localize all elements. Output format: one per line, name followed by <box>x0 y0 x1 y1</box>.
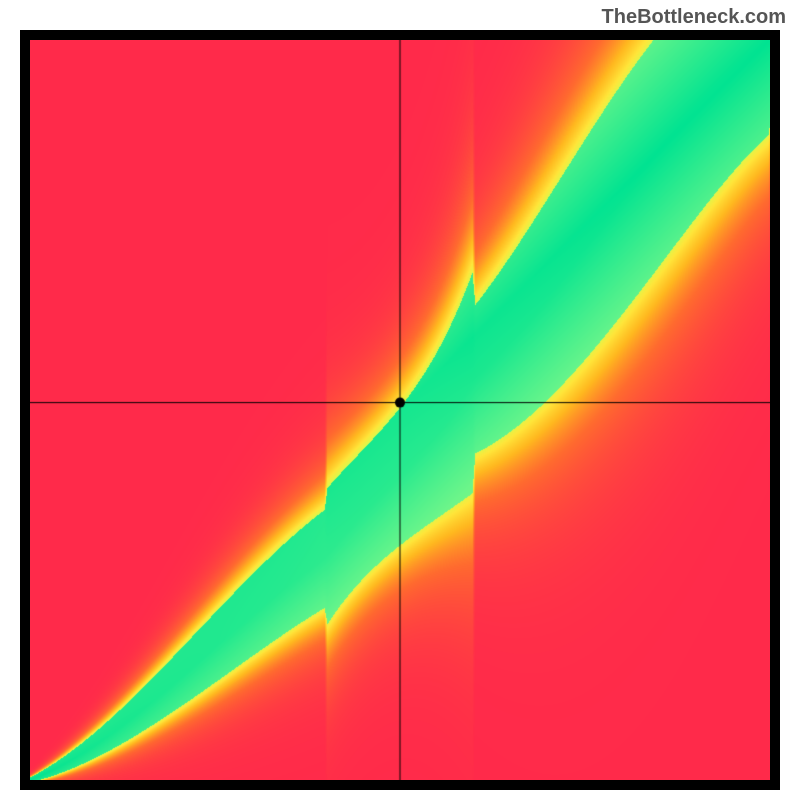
plot-area <box>30 40 770 780</box>
heatmap-canvas <box>30 40 770 780</box>
plot-frame <box>20 30 780 790</box>
watermark-label: TheBottleneck.com <box>602 6 786 29</box>
chart-container: TheBottleneck.com <box>0 0 800 800</box>
